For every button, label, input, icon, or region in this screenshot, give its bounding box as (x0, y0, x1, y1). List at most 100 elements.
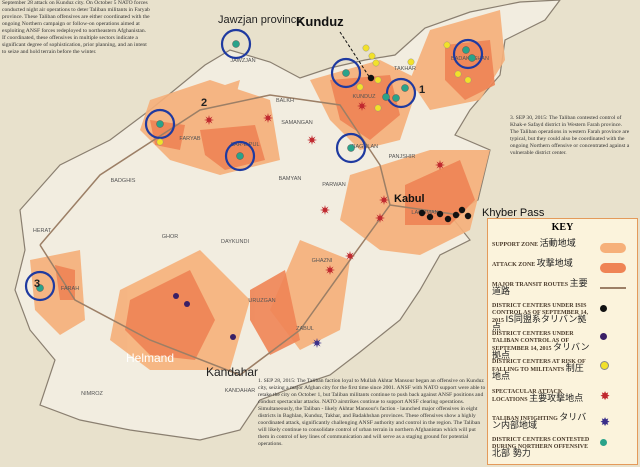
contested-dot (236, 152, 244, 160)
attack-star (307, 135, 317, 145)
isis-dot (426, 213, 434, 221)
key-symbol: ✸ (600, 415, 611, 429)
key-label: SPECTACULAR ATTACK LOCATIONS (492, 389, 563, 403)
key-label: TALIBAN INFIGHTING (492, 416, 560, 422)
key-label: MAJOR TRANSIT ROUTES (492, 282, 570, 288)
note-bottom: 1. SEP 28, 2015: The Taliban faction loy… (258, 378, 486, 447)
taliban-dot (173, 293, 179, 299)
taliban-dot (184, 301, 190, 307)
place-label: 1 (419, 84, 425, 96)
risk-dot (368, 52, 376, 60)
key-symbol (600, 243, 626, 253)
risk-dot (156, 138, 164, 146)
key-label: DISTRICT CENTERS UNDER TALIBAN CONTROL A… (492, 331, 574, 352)
attack-star (312, 338, 322, 348)
risk-dot (362, 44, 370, 52)
isis-dot (444, 215, 452, 223)
key-label: DISTRICT CENTERS AT RISK OF FALLING TO M… (492, 359, 586, 373)
province-label: GHAZNI (312, 258, 333, 264)
key-item: SUPPORT ZONE 活動地域 (492, 240, 592, 249)
key-label-jp: 主要攻撃地点 (529, 394, 584, 404)
note-right: 3. SEP 30, 2015: The Taliban contested c… (510, 115, 630, 156)
contested-dot (156, 120, 164, 128)
place-labels: Jawzjan province Kunduz Kabul Khyber Pas… (34, 14, 545, 379)
province-label: JAWZJAN (230, 58, 255, 64)
risk-dot (443, 41, 451, 49)
place-label: Kandahar (206, 365, 258, 379)
attack-star (263, 113, 273, 123)
contested-dot (347, 144, 355, 152)
province-label: URUZGAN (248, 298, 275, 304)
key-symbol: ✸ (600, 389, 611, 403)
province-label: FARYAB (179, 136, 201, 142)
key-item: DISTRICT CENTERS AT RISK OF FALLING TO M… (492, 359, 592, 382)
attack-star (325, 265, 335, 275)
attack-star (345, 251, 355, 261)
place-label: 3 (34, 278, 40, 290)
pointer (339, 31, 371, 79)
highlight-ring (385, 77, 417, 109)
highlight-ring (24, 270, 56, 302)
province-label: SAR-E PUL (230, 142, 259, 148)
place-label: Kunduz (296, 14, 344, 29)
province-label: ZABUL (296, 326, 314, 332)
transit-routes (39, 94, 461, 376)
attack-star (435, 160, 445, 170)
province-label: HERAT (33, 228, 52, 234)
place-label: Jawzjan province (218, 14, 302, 26)
contested-dot (36, 284, 44, 292)
province-label: SAMANGAN (281, 120, 313, 126)
key-symbol (600, 439, 607, 446)
key-label-jp: 攻撃地域 (536, 259, 573, 269)
markers (24, 28, 484, 348)
contested-dot (232, 40, 240, 48)
place-label: Kabul (394, 193, 425, 205)
isis-dot (458, 206, 466, 214)
contested-dot (382, 93, 390, 101)
highlight-ring (335, 132, 367, 164)
key-label: DISTRICT CENTERS UNDER ISIS CONTROL AS O… (492, 303, 588, 324)
key-label: SUPPORT ZONE (492, 242, 540, 248)
note-top-left: September 28 attack on Kunduz city. On O… (2, 0, 150, 55)
key-symbol (600, 305, 607, 312)
key-label-jp: 北部 勢力 (492, 449, 531, 459)
attack-star (357, 101, 367, 111)
province-label: GHOR (162, 234, 179, 240)
key-item: DISTRICT CENTERS CONTESTED DURING NORTHE… (492, 437, 592, 459)
key-symbol (600, 263, 626, 273)
attack-star (375, 213, 385, 223)
isis-dot (367, 74, 375, 82)
isis-dot (464, 212, 472, 220)
contested-dot (468, 54, 476, 62)
highlight-ring (452, 38, 484, 70)
contested-dot (401, 84, 409, 92)
province-label: BADGHIS (111, 178, 136, 184)
key-label-jp: 主要道路 (492, 279, 588, 297)
isis-dot (452, 211, 460, 219)
province-label: PANJSHIR (389, 154, 416, 160)
key-symbol (600, 361, 609, 370)
province-label: DAYKUNDI (221, 239, 249, 245)
attack-star (379, 195, 389, 205)
province-label: KANDAHAR (225, 388, 256, 394)
place-label: Helmand (126, 351, 174, 365)
province-label: BALKH (276, 98, 294, 104)
key-label-jp: タリバン拠点 (492, 343, 590, 361)
attack-star (204, 115, 214, 125)
place-label: 2 (201, 97, 207, 109)
place-label: Khyber Pass (482, 207, 545, 219)
risk-dot (464, 76, 472, 84)
key-label: ATTACK ZONE (492, 262, 537, 268)
isis-dot (436, 210, 444, 218)
contested-dot (462, 46, 470, 54)
province-label: KUNDUZ (353, 94, 377, 100)
province-label: PARWAN (322, 182, 345, 188)
key-item: DISTRICT CENTERS UNDER ISIS CONTROL AS O… (492, 303, 592, 333)
highlight-ring (224, 140, 256, 172)
contested-dot (342, 69, 350, 77)
province-label: FARAH (61, 286, 79, 292)
key: KEY SUPPORT ZONE 活動地域 ATTACK ZONE 攻撃地域 MAJ… (487, 218, 638, 465)
key-item: SPECTACULAR ATTACK LOCATIONS 主要攻撃地点 (492, 389, 592, 404)
highlight-ring (330, 57, 362, 89)
